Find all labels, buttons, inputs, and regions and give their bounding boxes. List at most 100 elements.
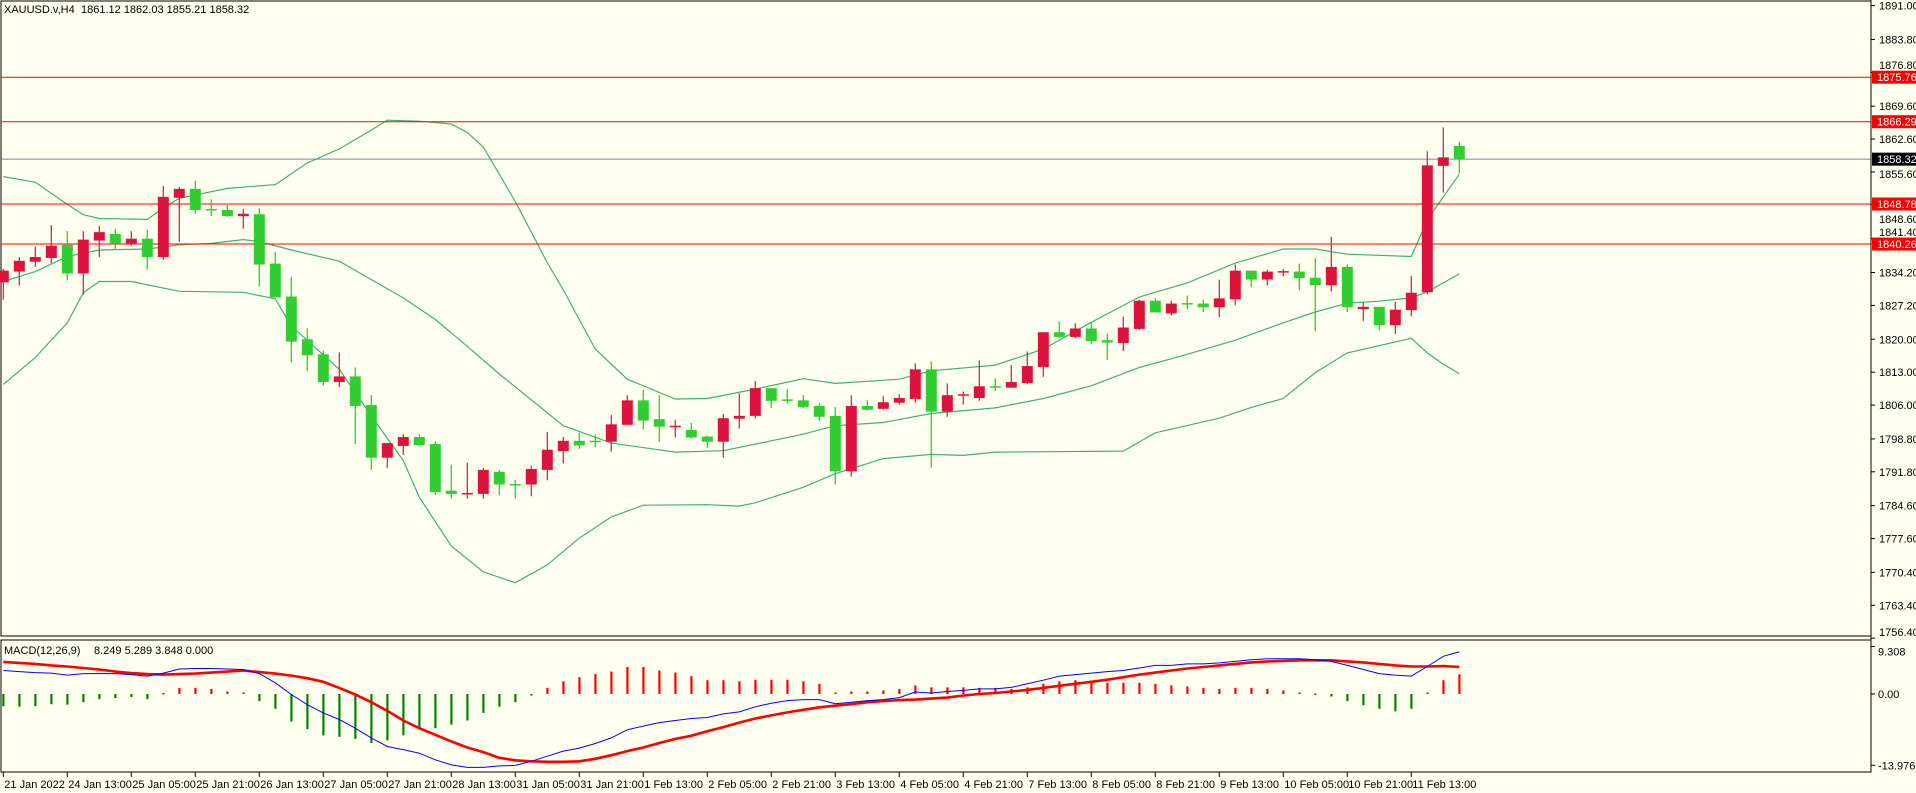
- candle-body: [445, 490, 457, 494]
- level-price-tag: [1872, 115, 1916, 129]
- macd-histogram-bar: [770, 679, 773, 694]
- price-axis-label: 1791.80: [1879, 467, 1916, 479]
- bull-candle: [621, 395, 633, 425]
- horizontal-levels: [1, 76, 1871, 245]
- macd-panel-frame: [0, 639, 1872, 773]
- candle-body: [1261, 271, 1273, 280]
- bull-candle: [909, 363, 921, 403]
- level-price-tag: [1872, 70, 1916, 84]
- bull-candle: [1389, 301, 1401, 335]
- time-axis-label: 24 Jan 13:00: [68, 779, 132, 791]
- macd-histogram-bar: [98, 694, 101, 700]
- candle-body: [13, 260, 25, 272]
- candle-body: [557, 440, 569, 452]
- bull-candle: [397, 434, 409, 455]
- candle-body: [1357, 306, 1369, 310]
- bear-candle: [701, 435, 713, 448]
- macd-histogram-bar: [1138, 682, 1141, 694]
- time-axis-label: 31 Jan 05:00: [516, 779, 580, 791]
- macd-histogram-bar: [994, 687, 997, 694]
- candle-body: [1037, 332, 1049, 367]
- macd-histogram-bar: [1346, 694, 1349, 702]
- bear-candle: [365, 395, 377, 470]
- candle-body: [1085, 328, 1097, 342]
- candle-body: [1245, 270, 1257, 280]
- bull-candle: [541, 431, 553, 481]
- candle-body: [813, 406, 825, 417]
- macd-histogram-bar: [1394, 694, 1397, 712]
- candle-body: [29, 257, 41, 262]
- macd-histogram-bar: [1234, 687, 1237, 694]
- time-axis-label: 9 Feb 13:00: [1220, 779, 1279, 791]
- candle-body: [925, 369, 937, 412]
- macd-histogram-bar: [114, 694, 117, 699]
- macd-histogram-bar: [1378, 694, 1381, 709]
- bear-candle: [109, 228, 121, 250]
- candle-body: [477, 469, 489, 494]
- candle-body: [349, 376, 361, 407]
- time-axis-label: 11 Feb 13:00: [1412, 779, 1476, 791]
- price-axis-label: 1763.40: [1879, 600, 1916, 612]
- macd-histogram-bar: [482, 694, 485, 713]
- candle-body: [461, 492, 473, 495]
- bear-candle: [813, 403, 825, 421]
- candle-body: [493, 471, 505, 485]
- candle-body: [781, 399, 793, 401]
- bull-candle: [1277, 269, 1289, 277]
- candle-body: [589, 440, 601, 443]
- time-axis-label: 28 Jan 13:00: [452, 779, 516, 791]
- macd-histogram-bar: [578, 677, 581, 694]
- price-axis-label: 1820.00: [1879, 334, 1916, 346]
- time-axis-label: 10 Feb 21:00: [1348, 779, 1413, 791]
- price-axis-label: 1891.00: [1879, 1, 1916, 13]
- macd-histogram-bar: [82, 694, 85, 703]
- macd-histogram-bar: [914, 685, 917, 694]
- macd-histogram-bar: [1058, 681, 1061, 694]
- macd-histogram-bar: [706, 680, 709, 694]
- time-axis-label: 1 Feb 13:00: [644, 779, 703, 791]
- macd-histogram-bar: [210, 688, 213, 694]
- bear-candle: [221, 204, 233, 218]
- bear-candle: [1181, 295, 1193, 310]
- bull-candle: [845, 395, 857, 477]
- bull-candle: [893, 394, 905, 405]
- candle-body: [317, 354, 329, 383]
- bear-candle: [653, 395, 665, 442]
- candle-body: [301, 339, 313, 356]
- bear-candle: [285, 276, 297, 363]
- macd-histogram-bar: [194, 687, 197, 694]
- candle-body: [605, 424, 617, 442]
- candle-body: [1165, 303, 1177, 314]
- candle-body: [1149, 300, 1161, 313]
- bear-candle: [1309, 257, 1321, 332]
- time-axis-label: 27 Jan 05:00: [324, 779, 388, 791]
- macd-histogram-bar: [1218, 688, 1221, 694]
- candle-body: [413, 437, 425, 446]
- time-axis-label: 8 Feb 21:00: [1156, 779, 1215, 791]
- bull-candle: [749, 381, 761, 419]
- bear-candle: [1085, 322, 1097, 344]
- bull-candle: [1021, 351, 1033, 384]
- macd-histogram-bar: [514, 694, 517, 703]
- bull-candle: [157, 186, 169, 260]
- candle-body: [893, 398, 905, 403]
- macd-histogram-bar: [1186, 686, 1189, 694]
- macd-histogram-bar: [130, 694, 133, 698]
- price-axis-label: 1876.80: [1879, 60, 1916, 72]
- candle-body: [1021, 366, 1033, 383]
- macd-histogram-bar: [1266, 688, 1269, 694]
- bear-candle: [141, 229, 153, 270]
- macd-histogram-bar: [850, 691, 853, 694]
- macd-histogram-bar: [674, 672, 677, 694]
- macd-histogram-bar: [898, 688, 901, 694]
- candle-body: [989, 386, 1001, 388]
- bear-candle: [781, 389, 793, 404]
- candle-body: [1133, 300, 1145, 329]
- level-price-tag: [1872, 237, 1916, 251]
- bull-candle: [669, 420, 681, 438]
- bear-candle: [637, 390, 649, 430]
- bear-candle: [509, 479, 521, 499]
- time-axis-label: 25 Jan 21:00: [196, 779, 260, 791]
- candle-body: [1373, 306, 1385, 326]
